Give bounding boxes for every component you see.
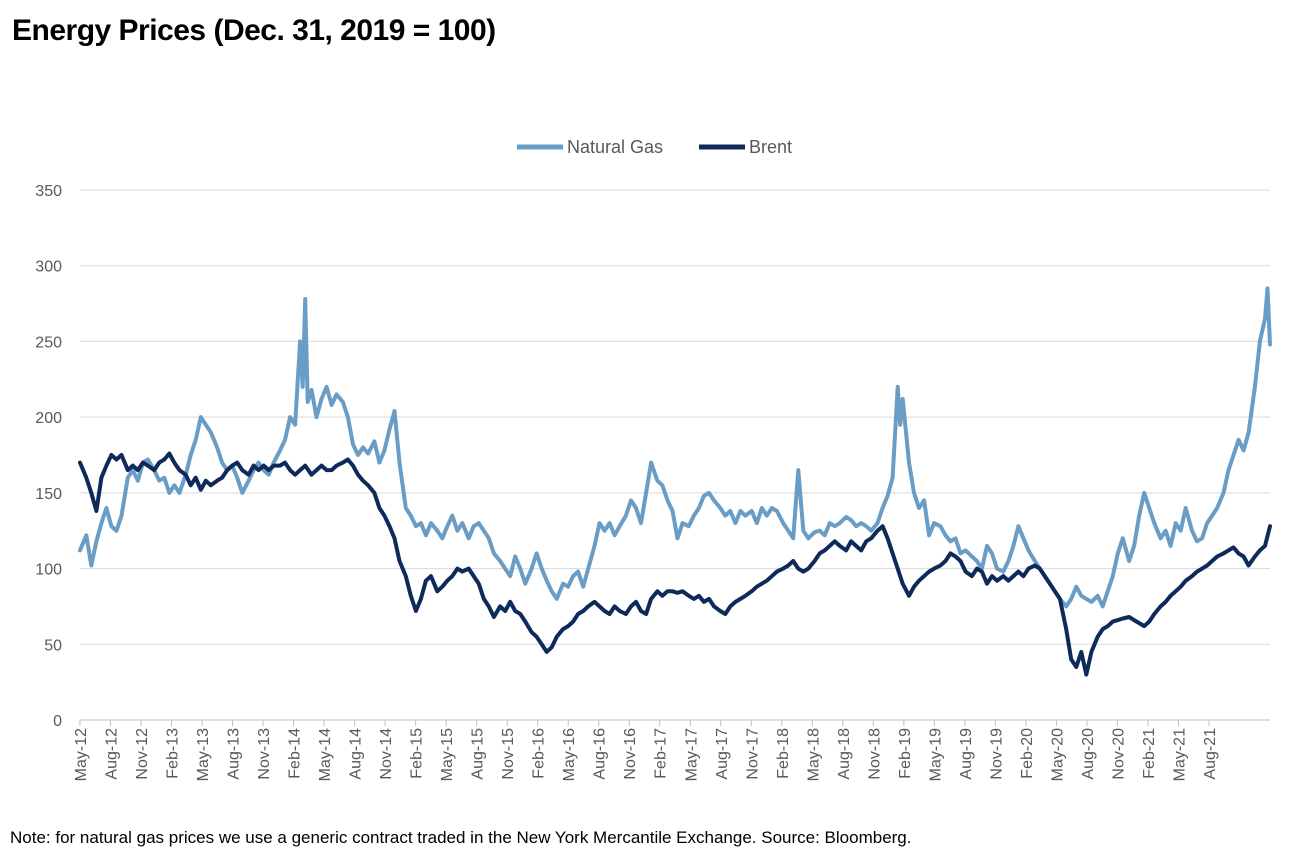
series-line-natural-gas (78, 286, 1272, 609)
x-tick-label: Aug-17 (714, 728, 731, 780)
x-tick-label: May-21 (1171, 728, 1188, 781)
x-tick-label: May-18 (805, 728, 822, 781)
x-tick-label: Nov-17 (744, 728, 761, 780)
x-tick-label: May-13 (195, 728, 212, 781)
y-tick-label: 300 (35, 259, 62, 276)
x-tick-label: Nov-16 (622, 728, 639, 780)
y-tick-label: 350 (35, 183, 62, 200)
y-tick-label: 0 (53, 713, 62, 730)
x-tick-label: Feb-18 (775, 728, 792, 779)
x-tick-label: Feb-16 (531, 728, 548, 779)
x-tick-label: May-12 (73, 728, 90, 781)
grid-lines (80, 189, 1270, 721)
x-tick-label: May-14 (317, 728, 334, 781)
x-tick-label: Aug-14 (348, 728, 365, 780)
legend-label: Natural Gas (567, 137, 663, 157)
y-tick-label: 200 (35, 410, 62, 427)
x-tick-label: Nov-18 (866, 728, 883, 780)
x-tick-label: Feb-14 (287, 728, 304, 779)
x-tick-label: Aug-20 (1080, 728, 1097, 780)
x-tick-label: Feb-19 (897, 728, 914, 779)
series-lines (78, 286, 1272, 677)
x-tick-label: May-19 (927, 728, 944, 781)
x-tick-label: Nov-12 (134, 728, 151, 780)
x-tick-label: May-17 (683, 728, 700, 781)
chart-title: Energy Prices (Dec. 31, 2019 = 100) (12, 14, 496, 47)
x-tick-label: Aug-18 (836, 728, 853, 780)
x-tick-label: Nov-20 (1110, 728, 1127, 780)
series-line-brent (78, 451, 1272, 677)
legend-label: Brent (749, 137, 792, 157)
y-tick-label: 50 (44, 637, 62, 654)
x-tick-label: Aug-15 (470, 728, 487, 780)
x-tick-label: Feb-20 (1019, 728, 1036, 779)
x-tick-label: Nov-15 (500, 728, 517, 780)
y-tick-label: 100 (35, 562, 62, 579)
x-tick-label: Nov-19 (988, 728, 1005, 780)
chart-note: Note: for natural gas prices we use a ge… (10, 828, 912, 847)
x-tick-label: May-15 (439, 728, 456, 781)
y-tick-label: 250 (35, 334, 62, 351)
x-tick-label: Aug-12 (104, 728, 121, 780)
x-tick-label: Feb-13 (165, 728, 182, 779)
y-axis-ticks: 0 50 100 150 200 250 300 350 (35, 183, 62, 730)
x-axis: May-12 Aug-12 Nov-12 Feb-13 May-13 Aug-13 Nov-… (73, 719, 1270, 781)
x-tick-label: Aug-16 (592, 728, 609, 780)
legend: Natural Gas Brent (517, 137, 792, 157)
x-tick-label: Aug-19 (958, 728, 975, 780)
x-tick-label: Nov-14 (378, 728, 395, 780)
x-tick-label: May-20 (1049, 728, 1066, 781)
x-tick-label: May-16 (561, 728, 578, 781)
y-tick-label: 150 (35, 486, 62, 503)
x-tick-label: Aug-13 (226, 728, 243, 780)
x-tick-label: Feb-15 (409, 728, 426, 779)
x-tick-label: Aug-21 (1202, 728, 1219, 780)
x-tick-label: Nov-13 (256, 728, 273, 780)
x-tick-label: Feb-17 (653, 728, 670, 779)
x-tick-label: Feb-21 (1141, 728, 1158, 779)
